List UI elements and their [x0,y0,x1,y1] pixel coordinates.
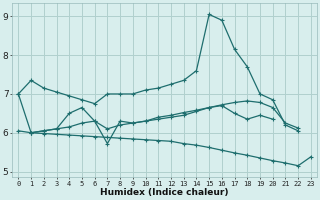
X-axis label: Humidex (Indice chaleur): Humidex (Indice chaleur) [100,188,229,197]
